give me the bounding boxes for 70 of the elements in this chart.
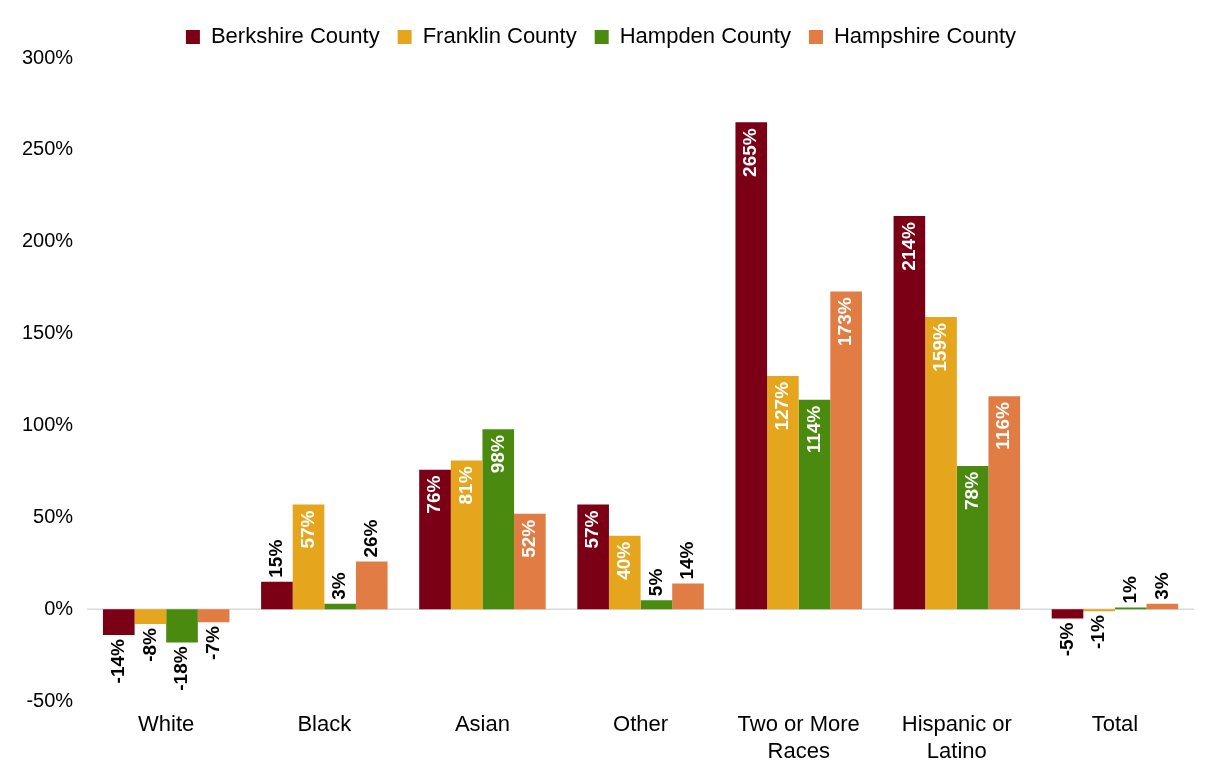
bar — [166, 609, 198, 643]
bar — [419, 469, 451, 610]
bar — [134, 609, 167, 625]
x-tick-label: Two or More Races — [737, 711, 860, 763]
y-tick-label: 50% — [33, 504, 74, 527]
legend-label: Hampden County — [619, 23, 791, 49]
data-label: 76% — [423, 475, 445, 514]
bar — [261, 581, 293, 610]
data-label: 52% — [518, 519, 540, 558]
y-tick-label: 150% — [22, 321, 74, 344]
data-label: -1% — [1087, 615, 1109, 649]
bar — [956, 465, 989, 610]
bar — [355, 561, 388, 610]
bar — [324, 603, 356, 610]
bar — [640, 600, 673, 610]
data-label: -8% — [138, 627, 160, 662]
bar — [767, 375, 799, 610]
bar — [830, 291, 862, 610]
y-tick-label: 100% — [22, 413, 74, 436]
y-tick-label: 300% — [22, 45, 74, 68]
bar — [577, 504, 609, 610]
data-label: 116% — [992, 402, 1014, 450]
data-label: 127% — [771, 381, 793, 431]
x-tick-label: White — [138, 711, 195, 737]
data-label: 3% — [328, 572, 350, 600]
data-label: 40% — [613, 541, 634, 580]
data-label: 14% — [676, 541, 698, 580]
y-tick-label: 200% — [22, 229, 74, 252]
bar — [197, 609, 230, 623]
bar — [482, 429, 515, 610]
data-label: 81% — [454, 466, 476, 505]
x-tick-label: Black — [297, 711, 353, 737]
data-label: 26% — [360, 519, 381, 558]
bar — [893, 216, 926, 610]
y-tick-label: 0% — [44, 596, 74, 619]
x-tick-label: Hispanic or Latino — [901, 711, 1012, 763]
data-label: 114% — [802, 405, 824, 454]
data-label: 265% — [739, 128, 761, 177]
bar — [988, 396, 1021, 610]
bar — [1051, 609, 1084, 619]
legend-label: Berkshire County — [210, 23, 380, 49]
data-label: -7% — [201, 626, 223, 660]
data-label: 98% — [486, 435, 508, 474]
bar — [450, 460, 483, 610]
legend-label: Hampshire County — [833, 23, 1017, 49]
x-tick-label: Total — [1091, 711, 1139, 737]
bar — [735, 122, 768, 610]
data-label: 57% — [581, 510, 603, 549]
bar — [798, 399, 831, 610]
data-label: 57% — [296, 510, 318, 549]
y-tick-label: -50% — [26, 688, 74, 711]
data-label: 173% — [834, 297, 856, 346]
data-label: -5% — [1055, 622, 1077, 657]
data-label: 159% — [929, 323, 951, 372]
bar — [672, 583, 704, 610]
data-label: 1% — [1118, 575, 1140, 604]
y-tick-label: 250% — [22, 137, 74, 160]
x-tick-label: Other — [613, 711, 669, 737]
data-label: 3% — [1150, 572, 1172, 600]
data-label: -18% — [170, 646, 192, 691]
data-label: 15% — [265, 539, 287, 578]
bar — [925, 317, 957, 610]
data-label: -14% — [107, 638, 129, 684]
bar — [514, 513, 546, 610]
x-tick-label: Asian — [454, 711, 510, 737]
bar — [102, 609, 135, 636]
legend-label: Franklin County — [422, 23, 577, 49]
data-label: 214% — [897, 221, 919, 271]
data-label: 5% — [644, 568, 666, 597]
data-label: 78% — [960, 471, 982, 510]
